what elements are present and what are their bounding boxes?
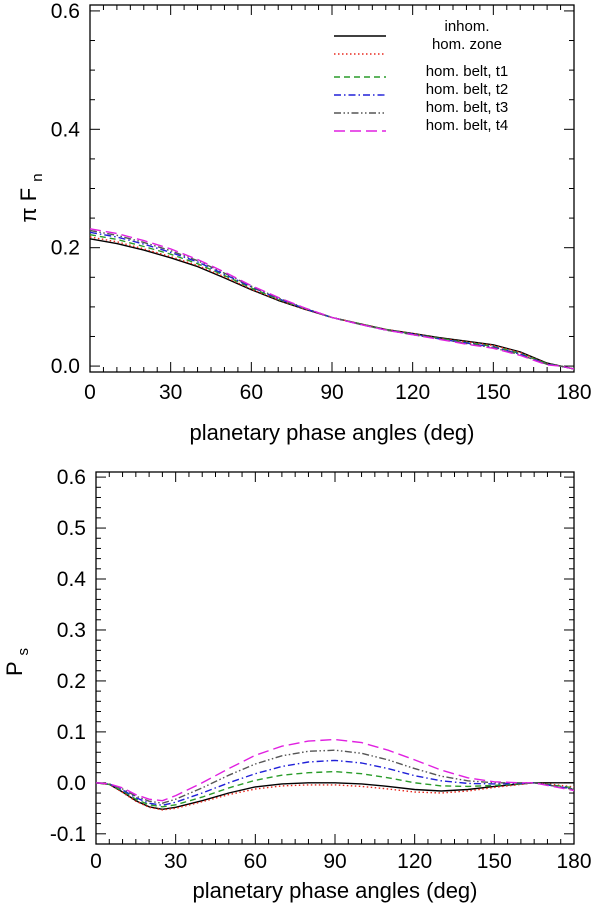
top-chart-x-tick-label: 0 <box>84 381 96 404</box>
bottom-chart-series-line <box>95 782 575 811</box>
bottom-chart-y-tick-label: 0.2 <box>57 670 86 693</box>
bottom-chart-series-line <box>95 770 575 808</box>
top-chart-y-tick-label: 0.4 <box>51 118 81 141</box>
bottom-chart-y-axis-label: P s <box>2 648 32 676</box>
bottom-chart-frame <box>95 471 575 845</box>
bottom-chart-x-tick-label: 0 <box>90 850 102 873</box>
bottom-chart-x-tick-label: 180 <box>556 850 591 873</box>
bottom-chart-y-tick-label: 0.1 <box>57 721 86 744</box>
top-chart-x-axis-label: planetary phase angles (deg) <box>190 420 475 445</box>
top-chart-y-tick-label: 0.6 <box>51 0 80 23</box>
bottom-chart-series-line <box>95 759 575 806</box>
svg-text:P s: P s <box>2 648 32 676</box>
bottom-chart-x-tick-label: 120 <box>397 850 432 873</box>
top-chart-series-line <box>89 231 575 370</box>
bottom-chart-y-tick-label: 0.6 <box>57 466 86 489</box>
top-chart-y-axis-label-main: π F <box>16 188 41 223</box>
top-chart-x-tick-label: 150 <box>476 381 511 404</box>
bottom-chart-y-axis-label-main: P <box>2 662 27 676</box>
bottom-chart-x-tick-label: 150 <box>477 850 512 873</box>
bottom-chart-x-tick-label: 60 <box>244 850 267 873</box>
bottom-chart-x-tick-label: 90 <box>323 850 346 873</box>
bottom-chart-series-line <box>95 738 575 802</box>
legend-label: hom. belt, t3 <box>426 99 509 116</box>
bottom-chart-y-tick-label: 0.5 <box>57 517 86 540</box>
bottom-chart-series-line <box>95 782 574 810</box>
bottom-chart: 0 30 60 90 120 150 180 -0.1 0.0 0.1 0.2 0.3 0.4 0.5 0.… <box>2 466 592 903</box>
bottom-chart-y-tick-label: 0.4 <box>57 568 87 591</box>
top-chart-x-tick-label: 30 <box>159 381 182 404</box>
top-chart-series <box>89 228 575 370</box>
top-chart-x-tick-label: 60 <box>240 381 263 404</box>
top-chart-y-axis-label: π F n <box>16 173 46 222</box>
legend-label: hom. zone <box>432 36 502 53</box>
top-chart-ticks: 0 30 60 90 120 150 180 0.0 0.2 0.4 0.6 <box>51 0 592 404</box>
top-chart-x-tick-label: 90 <box>320 381 343 404</box>
bottom-chart-y-tick-label: 0.0 <box>57 772 86 795</box>
legend-label: hom. belt, t1 <box>426 63 509 80</box>
bottom-chart-series <box>95 738 575 811</box>
top-chart-y-tick-label: 0.0 <box>51 355 80 378</box>
top-chart-y-tick-label: 0.2 <box>51 237 80 260</box>
top-chart-x-tick-label: 120 <box>395 381 430 404</box>
bottom-chart-series-line <box>95 749 575 804</box>
bottom-chart-x-axis-label: planetary phase angles (deg) <box>193 878 478 903</box>
legend-label: hom. belt, t4 <box>426 117 509 134</box>
top-chart-y-axis-label-sub: n <box>29 173 46 181</box>
top-chart-series-line <box>89 228 575 370</box>
top-chart-x-tick-label: 180 <box>556 381 591 404</box>
top-chart-series-line <box>89 229 575 370</box>
legend-label: inhom. <box>444 18 489 35</box>
bottom-chart-y-axis-label-sub: s <box>15 648 32 656</box>
svg-text:π F n: π F n <box>16 173 46 222</box>
bottom-chart-ticks: 0 30 60 90 120 150 180 -0.1 0.0 0.1 0.2 0.3 0.4 0.5 0.… <box>50 466 592 873</box>
legend-label: hom. belt, t2 <box>426 81 509 98</box>
bottom-chart-y-tick-label: 0.3 <box>57 619 86 642</box>
bottom-chart-x-tick-label: 30 <box>164 850 187 873</box>
bottom-chart-y-tick-label: -0.1 <box>50 823 86 846</box>
